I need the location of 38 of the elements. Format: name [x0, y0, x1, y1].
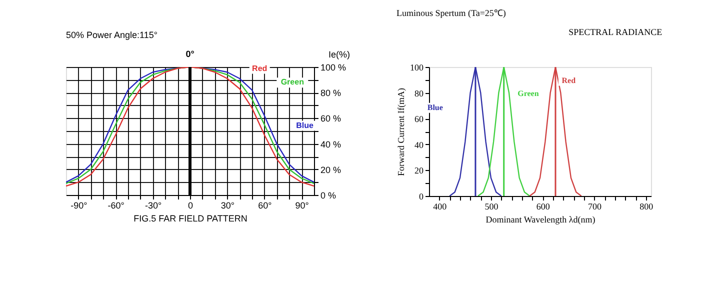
text: Red: [252, 64, 268, 73]
y2-tick-label: 60 %: [320, 114, 342, 124]
y2-tick-label: 80 %: [320, 88, 342, 98]
text: Green: [280, 78, 304, 87]
x-tick-label: 700: [588, 202, 602, 212]
series-label: Red: [562, 76, 576, 85]
x-axis-title: Dominant Wavelength λd(nm): [486, 214, 596, 224]
x-tick-label: 30°: [220, 200, 235, 210]
series-label: Green: [518, 88, 540, 98]
x-tick-label: 60°: [258, 200, 272, 210]
y-tick-label: 40: [414, 140, 424, 150]
x-tick-label: 0: [188, 200, 194, 210]
text: SPECTRAL RADIANCE: [568, 27, 663, 37]
y2-axis-title: Ie(%): [328, 50, 350, 60]
y-tick-label: 60: [414, 114, 424, 124]
text: Blue: [427, 102, 444, 112]
x-tick-label: -60°: [108, 200, 125, 210]
x-tick-label: 600: [536, 202, 550, 212]
y2-tick-label: 40 %: [320, 139, 342, 150]
x-tick-label: 800: [640, 202, 654, 212]
y-tick-label: 80: [414, 88, 424, 98]
y2-tick-label: 100 %: [320, 62, 346, 72]
text: 0°: [186, 49, 195, 59]
x-tick-label: -90°: [70, 200, 88, 210]
x-axis-title: FIG.5 FAR FIELD PATTERN: [134, 214, 248, 224]
y2-tick-label: 0 %: [320, 190, 336, 200]
y-tick-label: 100: [410, 62, 424, 72]
chart-title: 50% Power Angle:115°: [66, 30, 158, 40]
y2-tick-label: 20 %: [320, 164, 342, 175]
x-tick-label: 400: [433, 202, 448, 212]
y-tick-label: 20: [414, 166, 424, 176]
x-tick-label: -30°: [144, 200, 162, 210]
y-tick-label: 0: [419, 192, 424, 202]
text: Blue: [296, 120, 314, 130]
chart-title: Luminous Spertum (Ta=25℃): [396, 8, 506, 18]
y-axis-title: Forward Current If(mA): [396, 88, 406, 176]
x-tick-label: 500: [484, 202, 499, 212]
x-tick-label: 90°: [295, 200, 310, 210]
